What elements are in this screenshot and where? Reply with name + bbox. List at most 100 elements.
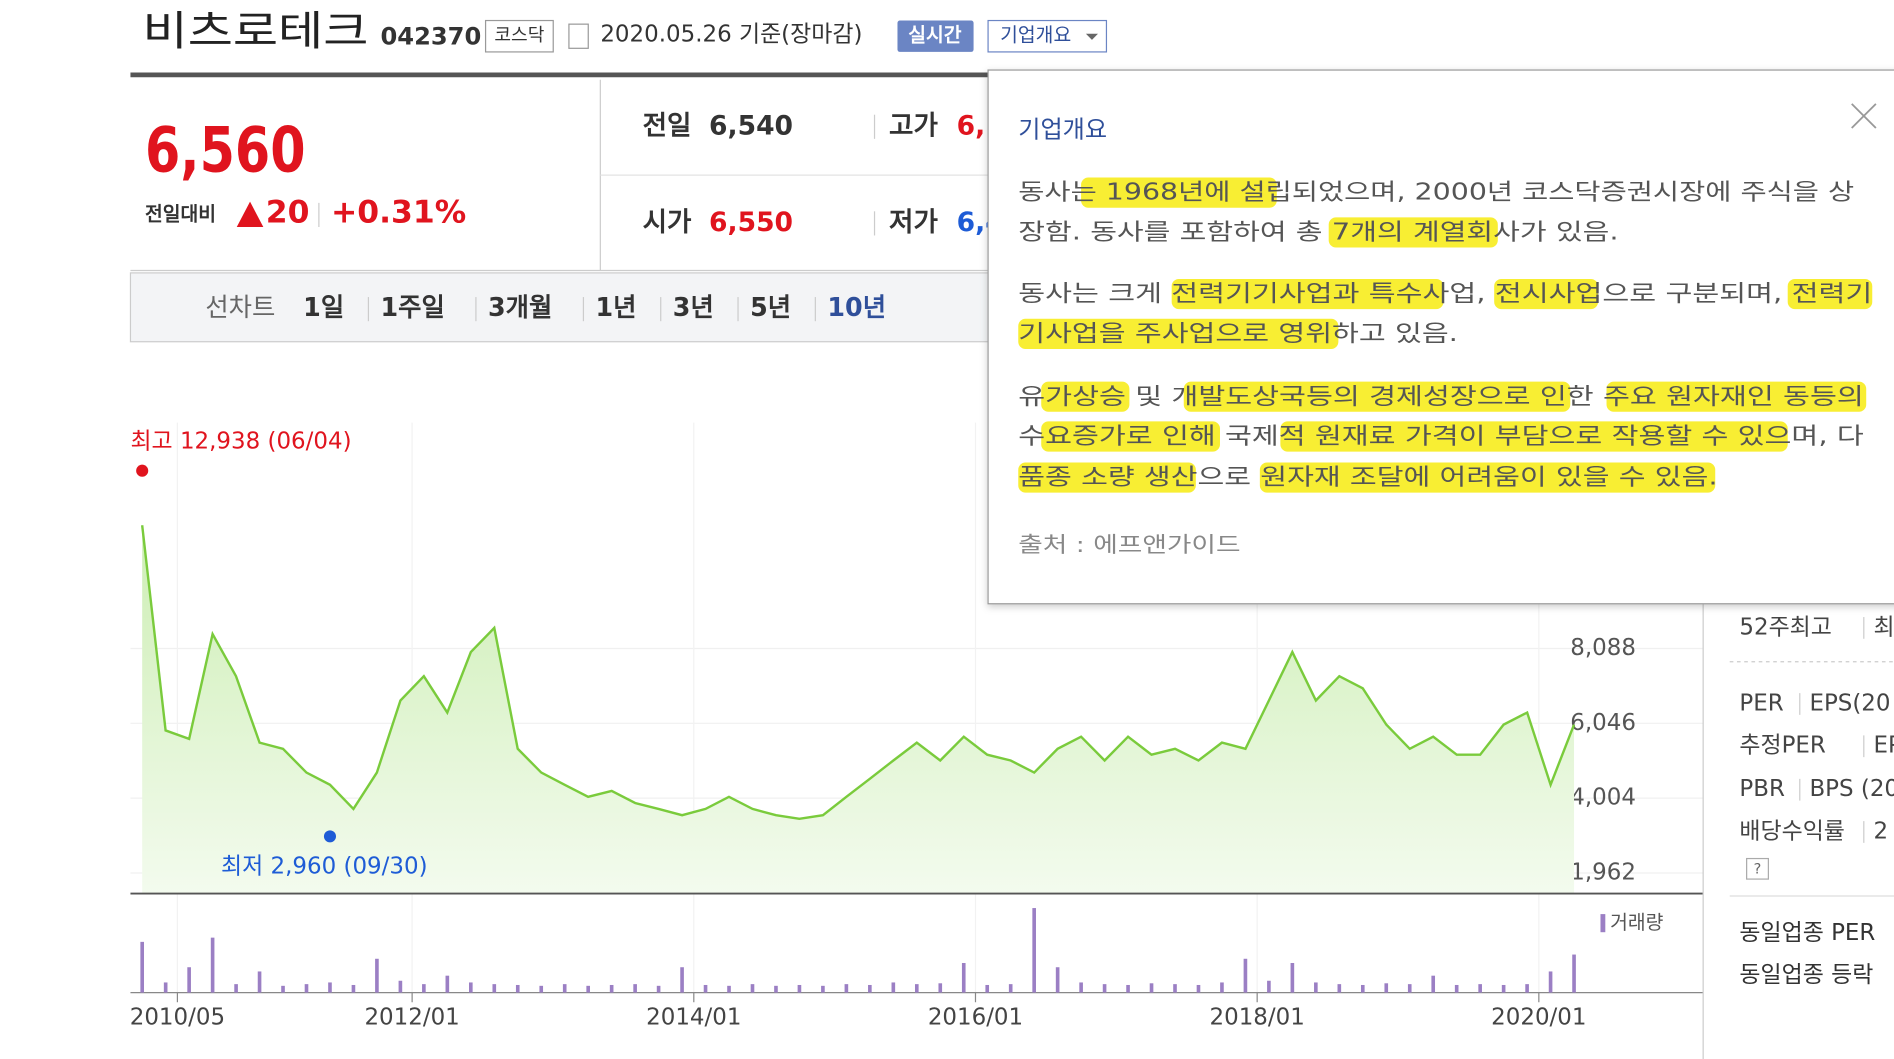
stock-code: 042370 xyxy=(380,22,481,50)
highlight xyxy=(1259,462,1716,493)
overview-line: 기사업을 주사업으로 영위하고 있음. xyxy=(1018,321,1458,347)
volume-bar xyxy=(1572,954,1576,993)
volume-bar xyxy=(1431,975,1436,993)
volume-bar xyxy=(1501,984,1506,993)
period-tab[interactable]: 3년 xyxy=(673,292,714,322)
high-label: 최고 12,938 (06/04) xyxy=(130,428,351,454)
prev-label: 전일 xyxy=(643,110,692,141)
period-tab[interactable]: 5년 xyxy=(750,292,791,322)
period-tab[interactable]: 1년 xyxy=(595,292,636,322)
highlight xyxy=(1280,421,1788,452)
volume-bar xyxy=(1055,967,1060,993)
volume-bar xyxy=(1360,984,1365,993)
sidebar-value: 최 xyxy=(1873,614,1894,640)
volume-bar xyxy=(938,983,943,993)
close-x[interactable] xyxy=(1851,103,1877,129)
volume-bar xyxy=(281,985,285,993)
sidebar-value: EPS(20 xyxy=(1809,690,1890,716)
x-tick-label: 2018/01 xyxy=(1210,1004,1305,1030)
period-tab[interactable]: 3개월 xyxy=(488,292,552,322)
low-label: 최저 2,960 (09/30) xyxy=(221,854,427,880)
volume-bar xyxy=(961,963,966,993)
volume-bar xyxy=(656,985,661,993)
volume-bar xyxy=(445,975,450,993)
volume-bar xyxy=(1290,963,1295,993)
x-tick-label: 2016/01 xyxy=(928,1004,1023,1030)
period-tab[interactable]: 1일 xyxy=(303,292,344,322)
volume-bar xyxy=(210,937,215,993)
low-marker xyxy=(323,830,337,843)
volume-bar xyxy=(562,984,567,993)
volume-bar xyxy=(304,984,309,993)
volume-bar xyxy=(821,985,825,993)
highlight xyxy=(1183,381,1571,412)
current-price: 6,560 xyxy=(145,114,306,187)
x-tick-label: 2010/05 xyxy=(130,1004,225,1030)
change-label: 전일대비 xyxy=(145,202,216,225)
chart-type: 선차트 xyxy=(205,292,275,322)
volume-bar xyxy=(750,984,755,993)
y-tick-label: 4,004 xyxy=(1570,785,1636,811)
realtime-button[interactable] xyxy=(897,20,974,52)
highlight xyxy=(1018,318,1339,349)
peer-per: 동일업종 PER xyxy=(1739,920,1875,946)
volume-bar xyxy=(351,984,356,993)
prev: 6,540 xyxy=(709,110,793,141)
highlight xyxy=(1171,278,1444,310)
sidebar-label: PBR xyxy=(1739,776,1785,802)
market: 코스닥 xyxy=(494,25,544,46)
volume-bar xyxy=(187,967,191,993)
sidebar-label: 추정PER xyxy=(1739,733,1826,759)
overview-line: 수요증가로 인해 국제적 원재료 가격이 부담으로 작용할 수 있으며, 다 xyxy=(1018,424,1864,450)
popup-title: 기업개요 xyxy=(1018,115,1107,143)
highlight xyxy=(1081,177,1277,208)
volume-legend: 거래량 xyxy=(1610,911,1664,934)
realtime: 실시간 xyxy=(908,24,962,47)
change-pct: +0.31% xyxy=(331,195,466,231)
change: 20 xyxy=(266,195,310,231)
volume-bar xyxy=(914,984,919,993)
overview-button-label: 기업개요 xyxy=(1000,24,1071,47)
volume-bar xyxy=(1267,980,1271,993)
volume-bar xyxy=(703,984,708,993)
market-badge xyxy=(484,19,554,53)
period-tab[interactable]: 10년 xyxy=(827,292,886,322)
price-line xyxy=(140,525,1576,821)
help-icon[interactable] xyxy=(1746,857,1769,880)
volume-bar xyxy=(469,982,473,993)
volume-bar xyxy=(1173,984,1177,993)
period-tab[interactable]: 1주일 xyxy=(380,292,444,322)
volume-bar xyxy=(1384,983,1389,993)
volume-bar xyxy=(1478,984,1482,993)
sidebar-label: PER xyxy=(1739,690,1783,716)
highlight xyxy=(1494,278,1599,310)
highlight xyxy=(1041,421,1220,452)
sidebar-value: EPS xyxy=(1873,733,1894,759)
overview-line: 유가상승 및 개발도상국등의 경제성장으로 인한 주요 원자재인 동등의 xyxy=(1018,384,1864,410)
up-triangle xyxy=(236,201,264,228)
volume-bar xyxy=(586,985,590,993)
volume-bar xyxy=(1525,984,1529,993)
volume-bar xyxy=(680,967,684,993)
overview-line: 품종 소량 생산으로 원자재 조달에 어려움이 있을 수 있음. xyxy=(1018,465,1717,491)
help: ? xyxy=(1754,861,1762,877)
volume-bar xyxy=(1548,971,1553,993)
overview-line: 동사는 크게 전력기기사업과 특수사업, 전시사업으로 구분되며, 전력기 xyxy=(1018,281,1872,307)
highlight xyxy=(1328,217,1498,248)
sidebar-value: BPS (20 xyxy=(1809,776,1894,802)
volume-bar xyxy=(633,984,637,993)
y-tick-label: 1,962 xyxy=(1570,859,1636,885)
company-name: 비츠로테크 xyxy=(143,7,369,55)
price-area xyxy=(142,525,1575,894)
volume-bar xyxy=(1008,984,1013,993)
overview-line: 장함. 동사를 포함하여 총 7개의 계열회사가 있음. xyxy=(1018,220,1618,246)
volume-bar xyxy=(1196,984,1201,993)
volume-bar xyxy=(985,984,990,993)
sidebar-label: 52주최고 xyxy=(1739,614,1832,640)
open: 6,550 xyxy=(709,207,793,238)
volume-bar xyxy=(727,985,731,993)
overview-button[interactable] xyxy=(987,19,1108,53)
volume-bar xyxy=(398,980,403,993)
